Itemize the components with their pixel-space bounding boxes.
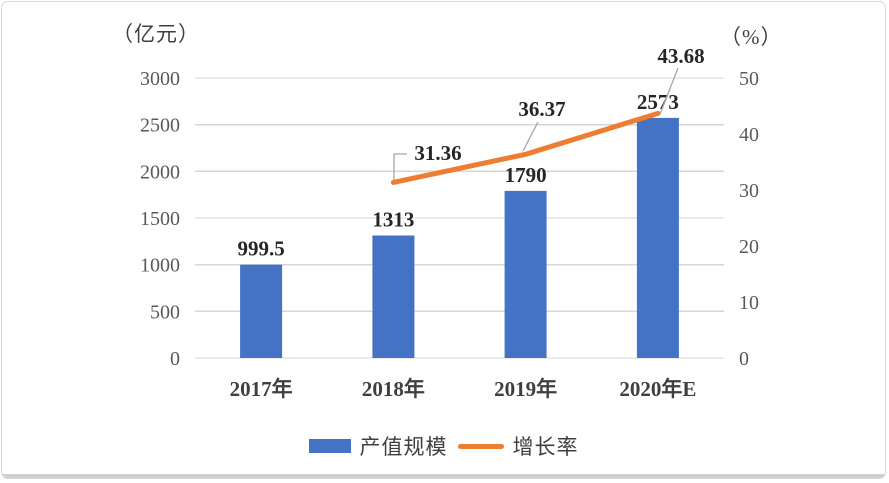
right-axis-title: （%） — [720, 25, 783, 49]
left-axis-tick-label: 2000 — [140, 161, 180, 183]
bar-value-label: 999.5 — [237, 237, 284, 261]
line-series-swatch-icon — [457, 443, 504, 449]
right-axis-tick-label: 30 — [739, 180, 759, 202]
bar-2020年E — [636, 117, 679, 359]
growth-rate-line — [390, 110, 661, 185]
line-value-label: 31.36 — [414, 141, 461, 165]
left-axis-tick-label: 0 — [170, 348, 180, 370]
right-axis-tick-label: 10 — [739, 292, 759, 314]
right-axis-tick-label: 0 — [739, 348, 749, 370]
left-axis-tick-label: 3000 — [140, 68, 180, 90]
left-axis-tick-label: 500 — [150, 301, 180, 323]
label-leader-line — [522, 121, 539, 152]
line-value-label: 36.37 — [518, 97, 565, 121]
legend-item-growth-rate: 增长率 — [457, 431, 579, 461]
x-axis-tick-label: 2020年E — [619, 377, 696, 401]
label-leader-line — [659, 67, 679, 115]
chart-legend: 产值规模 增长率 — [2, 431, 885, 461]
legend-label-output-scale: 产值规模 — [359, 435, 448, 459]
bar-2019年 — [504, 190, 547, 358]
window-bottom-edge — [2, 474, 885, 478]
label-leader-line — [393, 153, 407, 181]
left-axis-tick-label: 2500 — [140, 115, 180, 137]
legend-item-output-scale: 产值规模 — [308, 431, 448, 461]
x-axis-tick-label: 2017年 — [230, 377, 293, 401]
bar-2018年 — [372, 235, 415, 358]
bar-value-label: 1313 — [372, 208, 414, 232]
right-axis-tick-label: 40 — [739, 124, 759, 146]
bar-2017年 — [240, 264, 283, 358]
bar-value-label: 2573 — [637, 90, 679, 114]
bar-series-swatch-icon — [308, 439, 351, 453]
bar-value-label: 1790 — [505, 163, 547, 187]
right-axis-tick-label: 50 — [739, 68, 759, 90]
x-axis-tick-label: 2018年 — [362, 377, 425, 401]
left-axis-tick-label: 1500 — [140, 208, 180, 230]
legend-label-growth-rate: 增长率 — [512, 435, 579, 459]
x-axis-tick-label: 2019年 — [494, 377, 557, 401]
right-axis-tick-label: 20 — [739, 236, 759, 258]
line-value-label: 43.68 — [657, 44, 704, 68]
left-axis-tick-label: 1000 — [140, 255, 180, 277]
left-axis-title: （亿元） — [112, 22, 200, 46]
